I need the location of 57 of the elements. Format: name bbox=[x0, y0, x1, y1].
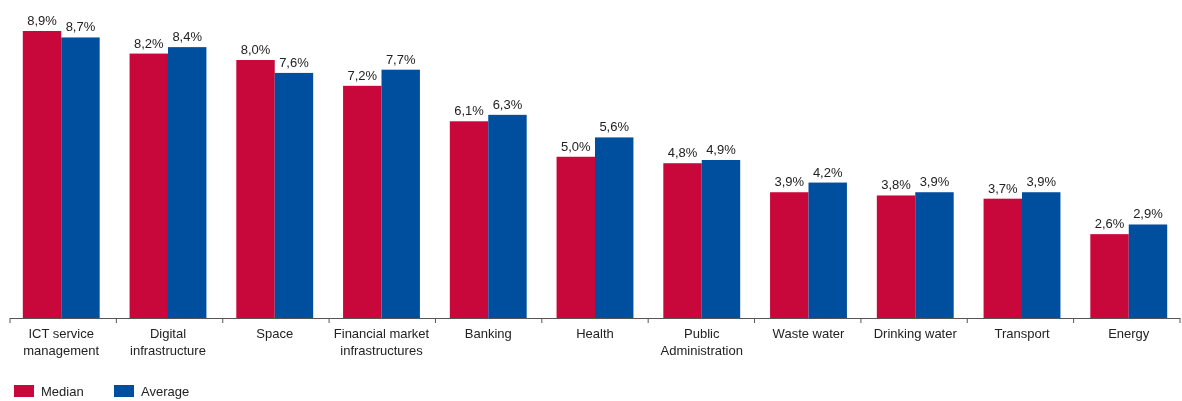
data-label: 8,7% bbox=[65, 19, 96, 35]
bar bbox=[61, 37, 100, 318]
data-label: 4,8% bbox=[667, 145, 698, 161]
bar bbox=[381, 69, 420, 318]
bar bbox=[274, 72, 314, 318]
data-label: 3,9% bbox=[1026, 174, 1057, 190]
data-label: 5,6% bbox=[599, 119, 630, 135]
bar bbox=[876, 195, 916, 318]
data-label: 4,2% bbox=[812, 164, 843, 180]
x-tick-label: Banking bbox=[464, 326, 512, 341]
data-label: 6,1% bbox=[454, 103, 485, 119]
data-label: 8,4% bbox=[172, 29, 203, 45]
bar bbox=[556, 156, 595, 318]
data-label: 7,6% bbox=[279, 54, 310, 70]
data-label: 3,9% bbox=[774, 174, 805, 190]
legend-label: Average bbox=[141, 384, 190, 399]
data-label: 5,0% bbox=[560, 138, 592, 154]
data-label: 7,2% bbox=[347, 67, 378, 83]
bar bbox=[488, 114, 527, 318]
data-label: 3,7% bbox=[987, 180, 1019, 196]
bar bbox=[22, 31, 62, 318]
x-tick-label: Health bbox=[576, 326, 614, 341]
bar bbox=[343, 85, 382, 318]
data-label: 2,6% bbox=[1094, 216, 1125, 232]
x-tick-label: Space bbox=[256, 326, 294, 341]
data-label: 3,9% bbox=[919, 174, 950, 190]
x-tick-label: Waste water bbox=[772, 326, 846, 341]
x-tick-label: Energy bbox=[1108, 326, 1150, 341]
data-label: 4,9% bbox=[706, 141, 737, 157]
legend-label: Median bbox=[41, 384, 84, 399]
bar bbox=[663, 163, 702, 318]
data-label: 6,3% bbox=[492, 96, 523, 112]
data-label: 3,8% bbox=[881, 177, 912, 193]
bar bbox=[983, 198, 1023, 318]
bar bbox=[449, 121, 489, 318]
data-label: 8,9% bbox=[27, 13, 58, 28]
x-tick-label: ICT service management bbox=[23, 326, 100, 358]
data-label: 8,2% bbox=[133, 35, 165, 51]
bar bbox=[129, 53, 168, 318]
bar bbox=[1128, 224, 1168, 318]
bar bbox=[167, 47, 207, 318]
data-label: 8,0% bbox=[240, 42, 271, 58]
x-tick-label: Public Administration bbox=[660, 326, 743, 358]
bar bbox=[236, 60, 275, 318]
bar bbox=[701, 159, 741, 318]
bar bbox=[595, 137, 634, 318]
x-tick-label: Transport bbox=[994, 326, 1050, 341]
x-tick-label: Digital infrastructure bbox=[130, 326, 206, 358]
data-label: 2,9% bbox=[1133, 206, 1164, 222]
bar bbox=[1022, 192, 1061, 318]
bar bbox=[770, 192, 809, 318]
data-label: 7,7% bbox=[385, 51, 416, 67]
bar bbox=[808, 182, 847, 318]
bar bbox=[1090, 234, 1129, 318]
x-tick-label: Financial market infrastructures bbox=[333, 326, 430, 358]
bar bbox=[915, 192, 954, 318]
x-tick-label: Drinking water bbox=[873, 326, 958, 341]
